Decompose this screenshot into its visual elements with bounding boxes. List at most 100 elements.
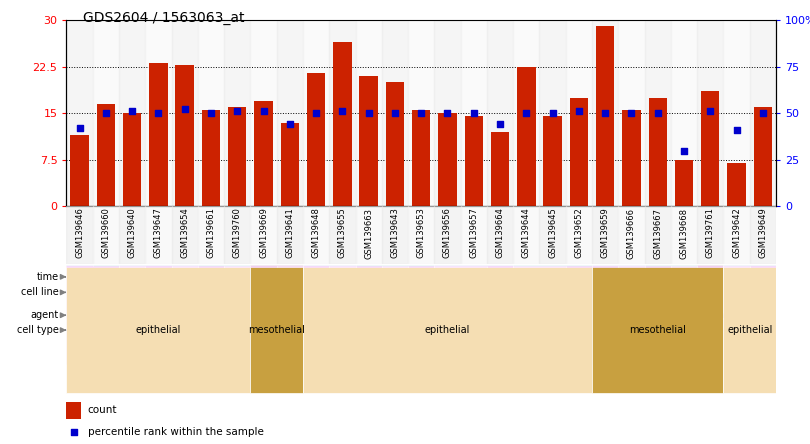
Bar xyxy=(596,26,614,206)
Bar xyxy=(329,20,356,206)
Bar xyxy=(697,266,723,364)
Text: asbes
tos: asbes tos xyxy=(673,307,695,324)
Bar xyxy=(461,20,487,206)
Bar xyxy=(280,123,299,206)
Bar xyxy=(307,73,326,206)
Bar xyxy=(491,132,509,206)
Text: asbe
stos: asbe stos xyxy=(386,307,404,324)
Text: A549: A549 xyxy=(463,288,485,297)
Bar xyxy=(92,20,119,206)
Bar xyxy=(727,163,746,206)
Bar xyxy=(145,20,172,206)
Bar xyxy=(645,266,697,319)
Point xyxy=(467,110,480,117)
Text: GSM139652: GSM139652 xyxy=(574,208,583,258)
Bar xyxy=(66,266,92,319)
Bar xyxy=(434,266,514,319)
Bar xyxy=(329,266,356,364)
Point xyxy=(520,110,533,117)
Text: 48 h: 48 h xyxy=(527,272,552,282)
Bar xyxy=(250,206,277,264)
Text: GSM139655: GSM139655 xyxy=(338,208,347,258)
Point xyxy=(73,125,86,132)
Bar xyxy=(356,266,434,319)
Point xyxy=(231,108,244,115)
Text: control: control xyxy=(79,311,106,320)
Bar xyxy=(360,76,377,206)
Bar xyxy=(172,206,198,264)
Bar xyxy=(382,266,408,364)
Bar xyxy=(750,266,776,364)
Bar xyxy=(303,20,329,206)
Text: A549: A549 xyxy=(738,288,761,297)
Bar xyxy=(66,266,119,364)
Bar xyxy=(701,91,719,206)
Bar xyxy=(592,267,723,393)
Text: GSM139657: GSM139657 xyxy=(469,208,478,258)
Bar xyxy=(434,206,461,264)
Bar xyxy=(565,20,592,206)
Bar xyxy=(224,266,250,364)
Text: asbes
tos: asbes tos xyxy=(226,307,249,324)
Text: GSM139646: GSM139646 xyxy=(75,208,84,258)
Text: count: count xyxy=(87,405,117,416)
Bar xyxy=(250,266,303,319)
Bar xyxy=(119,206,145,264)
Text: 6 h: 6 h xyxy=(254,272,272,282)
Bar xyxy=(592,206,618,264)
Bar xyxy=(697,20,723,206)
Text: GSM139654: GSM139654 xyxy=(180,208,190,258)
Bar xyxy=(438,113,457,206)
Bar xyxy=(250,267,303,393)
Text: GSM139649: GSM139649 xyxy=(758,208,767,258)
Bar xyxy=(514,20,539,206)
Bar xyxy=(356,266,382,364)
Text: Met5A: Met5A xyxy=(696,288,725,297)
Text: GSM139659: GSM139659 xyxy=(601,208,610,258)
Bar xyxy=(66,206,92,264)
Bar xyxy=(176,65,194,206)
Bar xyxy=(645,20,671,206)
Bar xyxy=(70,135,89,206)
Point xyxy=(100,110,113,117)
Text: GSM139640: GSM139640 xyxy=(128,208,137,258)
Text: asbestos: asbestos xyxy=(719,311,753,320)
Text: GSM139761: GSM139761 xyxy=(706,208,714,258)
Bar xyxy=(697,206,723,264)
Bar xyxy=(565,266,592,364)
Text: asbe
stos: asbe stos xyxy=(281,307,299,324)
Text: asbes
tos: asbes tos xyxy=(331,307,353,324)
Text: epithelial: epithelial xyxy=(424,325,470,335)
Bar xyxy=(66,267,250,393)
Bar xyxy=(66,265,92,289)
Bar xyxy=(645,265,776,289)
Bar xyxy=(675,160,693,206)
Text: Beas2B: Beas2B xyxy=(378,288,411,297)
Bar xyxy=(382,20,408,206)
Point xyxy=(441,110,454,117)
Bar xyxy=(408,266,434,364)
Bar xyxy=(675,160,693,206)
Point xyxy=(704,108,717,115)
Bar xyxy=(277,266,303,364)
Text: cell type: cell type xyxy=(17,325,58,335)
Bar xyxy=(618,20,645,206)
Bar xyxy=(408,20,434,206)
Text: time: time xyxy=(36,272,58,282)
Point xyxy=(362,110,375,117)
Bar xyxy=(645,266,671,364)
Bar xyxy=(517,67,535,206)
Point xyxy=(415,110,428,117)
Text: GSM139661: GSM139661 xyxy=(207,208,215,258)
Bar xyxy=(250,20,277,206)
Bar xyxy=(723,20,750,206)
Bar xyxy=(408,206,434,264)
Bar xyxy=(92,265,224,289)
Text: A549: A549 xyxy=(147,288,170,297)
Text: 24 h: 24 h xyxy=(356,272,381,282)
Point xyxy=(546,110,559,117)
Bar xyxy=(228,107,246,206)
Bar xyxy=(386,82,404,206)
Bar xyxy=(487,266,514,364)
Text: contr
ol: contr ol xyxy=(701,307,720,324)
